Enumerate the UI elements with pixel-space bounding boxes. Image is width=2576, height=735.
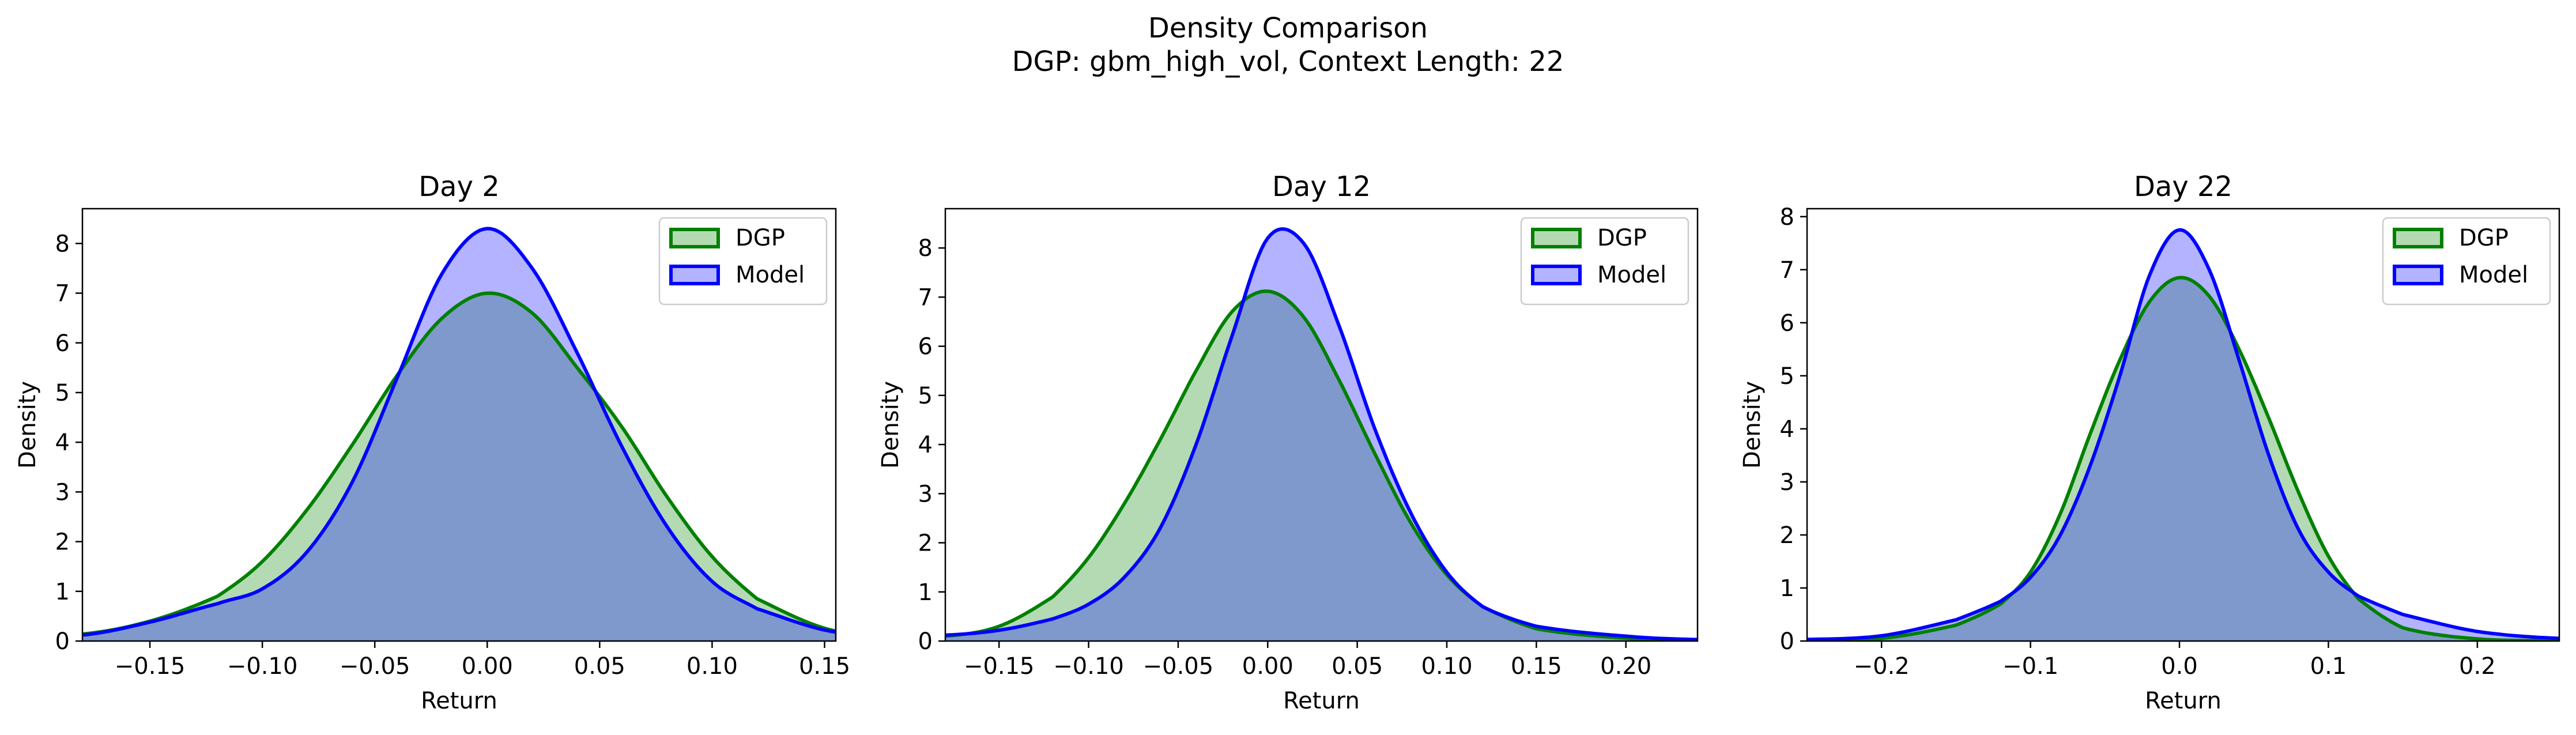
y-tick-label: 5 — [1780, 363, 1794, 390]
dgp-legend-swatch — [1531, 228, 1582, 248]
overlap-density-fill — [945, 291, 1698, 641]
legend-label-model: Model — [1597, 262, 1666, 288]
y-axis-label: Density — [14, 381, 41, 469]
x-tick-label: 0.00 — [1242, 653, 1293, 680]
y-tick-label: 8 — [1780, 204, 1794, 231]
axes-frame — [81, 208, 837, 642]
x-tick-label: 0.10 — [1421, 653, 1472, 680]
legend-label-dgp: DGP — [2459, 225, 2509, 251]
x-tick-label: −0.2 — [1854, 653, 1910, 680]
y-tick-label: 8 — [55, 231, 70, 257]
axes-frame — [1806, 208, 2560, 642]
y-tick-label: 4 — [1780, 416, 1794, 443]
y-tick-label: 7 — [918, 284, 933, 311]
y-tick-label: 6 — [1780, 310, 1794, 337]
model-legend-swatch — [1531, 265, 1582, 285]
plot-area — [82, 227, 836, 641]
y-tick-label: 7 — [55, 281, 70, 307]
x-tick-label: 0.20 — [1600, 653, 1651, 680]
panel-title: Day 22 — [2134, 171, 2232, 203]
legend: DGP Model — [658, 217, 828, 306]
model-density-line — [1807, 228, 2559, 641]
x-tick-label: 0.05 — [574, 653, 625, 680]
axes-frame — [944, 208, 1699, 642]
legend-label-dgp: DGP — [1597, 225, 1647, 251]
x-tick-label: 0.00 — [462, 653, 513, 680]
model-density-line — [945, 227, 1698, 641]
x-tick-label: −0.10 — [227, 653, 298, 680]
y-tick-label: 2 — [55, 529, 70, 556]
y-tick-label: 3 — [918, 481, 933, 507]
model-density-line — [82, 227, 836, 637]
y-tick-label: 6 — [55, 330, 70, 357]
legend-label-dgp: DGP — [736, 225, 785, 251]
y-axis-label: Density — [877, 381, 904, 469]
x-tick-label: −0.05 — [340, 653, 410, 680]
density-panel-1: −0.15 −0.10 −0.05 0.00 0.05 0.10 0.15 0 1 2 3 4 5 6 7 8… — [14, 171, 850, 714]
y-tick-label: 5 — [55, 380, 70, 406]
dgp-legend-swatch — [669, 228, 720, 248]
overlap-density-fill — [1807, 277, 2559, 641]
y-tick-label: 8 — [918, 235, 933, 262]
x-tick-label: 0.0 — [2161, 653, 2198, 680]
x-tick-label: 0.1 — [2310, 653, 2347, 680]
x-axis-label: Return — [421, 688, 497, 714]
y-tick-label: 3 — [55, 479, 70, 506]
panel-title: Day 2 — [418, 171, 500, 203]
figure-title: Density Comparison — [1148, 12, 1428, 44]
y-tick-label: 0 — [918, 628, 933, 655]
x-tick-label: 0.05 — [1332, 653, 1383, 680]
figure-subtitle: DGP: gbm_high_vol, Context Length: 22 — [1012, 46, 1564, 78]
x-tick-label: 0.10 — [687, 653, 738, 680]
x-tick-label: −0.15 — [964, 653, 1035, 680]
density-panel-2: −0.15 −0.10 −0.05 0.00 0.05 0.10 0.15 0.20 0 1 2 3 4… — [877, 171, 1699, 714]
x-tick-label: 0.2 — [2459, 653, 2496, 680]
legend: DGP Model — [1520, 217, 1689, 306]
legend: DGP Model — [2382, 217, 2551, 306]
y-tick-label: 2 — [918, 530, 933, 557]
y-tick-label: 5 — [918, 383, 933, 409]
panel-title: Day 12 — [1272, 171, 1371, 203]
y-tick-label: 2 — [1780, 522, 1794, 549]
x-tick-label: −0.10 — [1053, 653, 1124, 680]
model-legend-swatch — [2393, 265, 2443, 285]
x-tick-label: 0.15 — [799, 653, 850, 680]
y-tick-label: 1 — [918, 579, 933, 606]
x-tick-label: 0.15 — [1511, 653, 1562, 680]
overlap-density-fill — [82, 293, 836, 641]
dgp-density-line — [1807, 276, 2559, 641]
x-axis-label: Return — [2145, 688, 2222, 714]
y-tick-label: 7 — [1780, 257, 1794, 284]
x-axis-label: Return — [1283, 688, 1360, 714]
y-axis-label: Density — [1739, 381, 1766, 469]
plot-area — [1807, 228, 2559, 641]
legend-label-model: Model — [736, 262, 805, 288]
y-tick-label: 1 — [55, 579, 70, 605]
density-panel-3: −0.2 −0.1 0.0 0.1 0.2 0 1 2 3 4 5 6 7 8 Day 22 Return De… — [1739, 171, 2560, 714]
y-tick-label: 0 — [55, 628, 70, 655]
x-tick-label: −0.1 — [2002, 653, 2058, 680]
y-tick-label: 0 — [1780, 628, 1794, 655]
y-tick-label: 4 — [55, 429, 70, 456]
model-legend-swatch — [669, 265, 720, 285]
x-tick-label: −0.05 — [1143, 653, 1214, 680]
legend-label-model: Model — [2459, 262, 2528, 288]
dgp-legend-swatch — [2393, 228, 2443, 248]
x-tick-label: −0.15 — [115, 653, 186, 680]
y-tick-label: 1 — [1780, 575, 1794, 602]
plot-area — [945, 227, 1698, 641]
y-tick-label: 3 — [1780, 469, 1794, 496]
y-tick-label: 6 — [918, 334, 933, 360]
y-tick-label: 4 — [918, 432, 933, 458]
dgp-density-line — [82, 291, 836, 636]
